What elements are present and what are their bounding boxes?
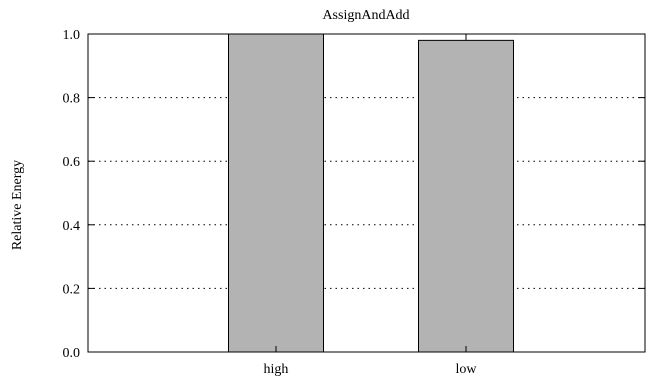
- chart-title: AssignAndAdd: [322, 8, 409, 23]
- y-axis-label: Relative Energy: [10, 160, 25, 250]
- plot-frame: [87, 33, 646, 353]
- y-tick-label: 0.0: [63, 346, 81, 361]
- y-tick-label: 1.0: [63, 28, 81, 43]
- y-tick-label: 0.2: [63, 282, 81, 297]
- y-tick-label: 0.8: [63, 92, 81, 107]
- grid-lines: [88, 97, 645, 289]
- bar-high: [228, 33, 324, 353]
- bar-low: [418, 39, 514, 353]
- x-tick-label: high: [264, 362, 289, 377]
- y-tick-label: 0.6: [63, 155, 81, 170]
- y-tick-label: 0.4: [63, 219, 81, 234]
- bars: [228, 33, 514, 353]
- x-tick-label: low: [456, 362, 478, 377]
- axes: 0.0 0.2 0.4 0.6 0.8 1.0 high low: [63, 28, 646, 377]
